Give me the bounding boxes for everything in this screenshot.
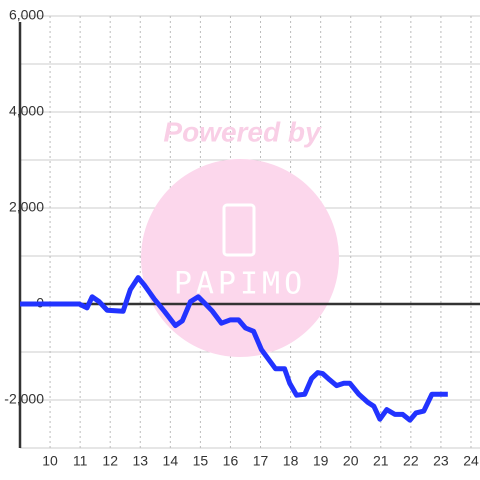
x-tick-label: 20 — [343, 453, 359, 469]
x-tick-label: 23 — [433, 453, 449, 469]
y-tick-label: 2,000 — [9, 199, 44, 215]
x-tick-label: 16 — [223, 453, 239, 469]
x-tick-label: 11 — [73, 453, 88, 469]
watermark-logo-circle — [141, 159, 339, 357]
x-tick-label: 24 — [463, 453, 479, 469]
x-tick-label: 19 — [313, 453, 329, 469]
watermark-logo-text: PAPIMO — [174, 267, 306, 302]
x-tick-label: 17 — [253, 453, 269, 469]
x-tick-label: 14 — [163, 453, 179, 469]
x-tick-label: 12 — [102, 453, 118, 469]
watermark-text: Powered by — [163, 116, 322, 147]
x-tick-label: 15 — [193, 453, 209, 469]
x-tick-label: 21 — [373, 453, 389, 469]
x-tick-label: 13 — [132, 453, 148, 469]
watermark-logo-icon — [222, 203, 256, 257]
x-tick-label: 22 — [403, 453, 419, 469]
data-line — [20, 275, 448, 423]
x-tick-label: 18 — [283, 453, 299, 469]
y-tick-label: 4,000 — [9, 103, 44, 119]
y-tick-label: 6,000 — [9, 7, 44, 23]
x-tick-label: 10 — [42, 453, 58, 469]
y-tick-label: -2,000 — [4, 391, 44, 407]
